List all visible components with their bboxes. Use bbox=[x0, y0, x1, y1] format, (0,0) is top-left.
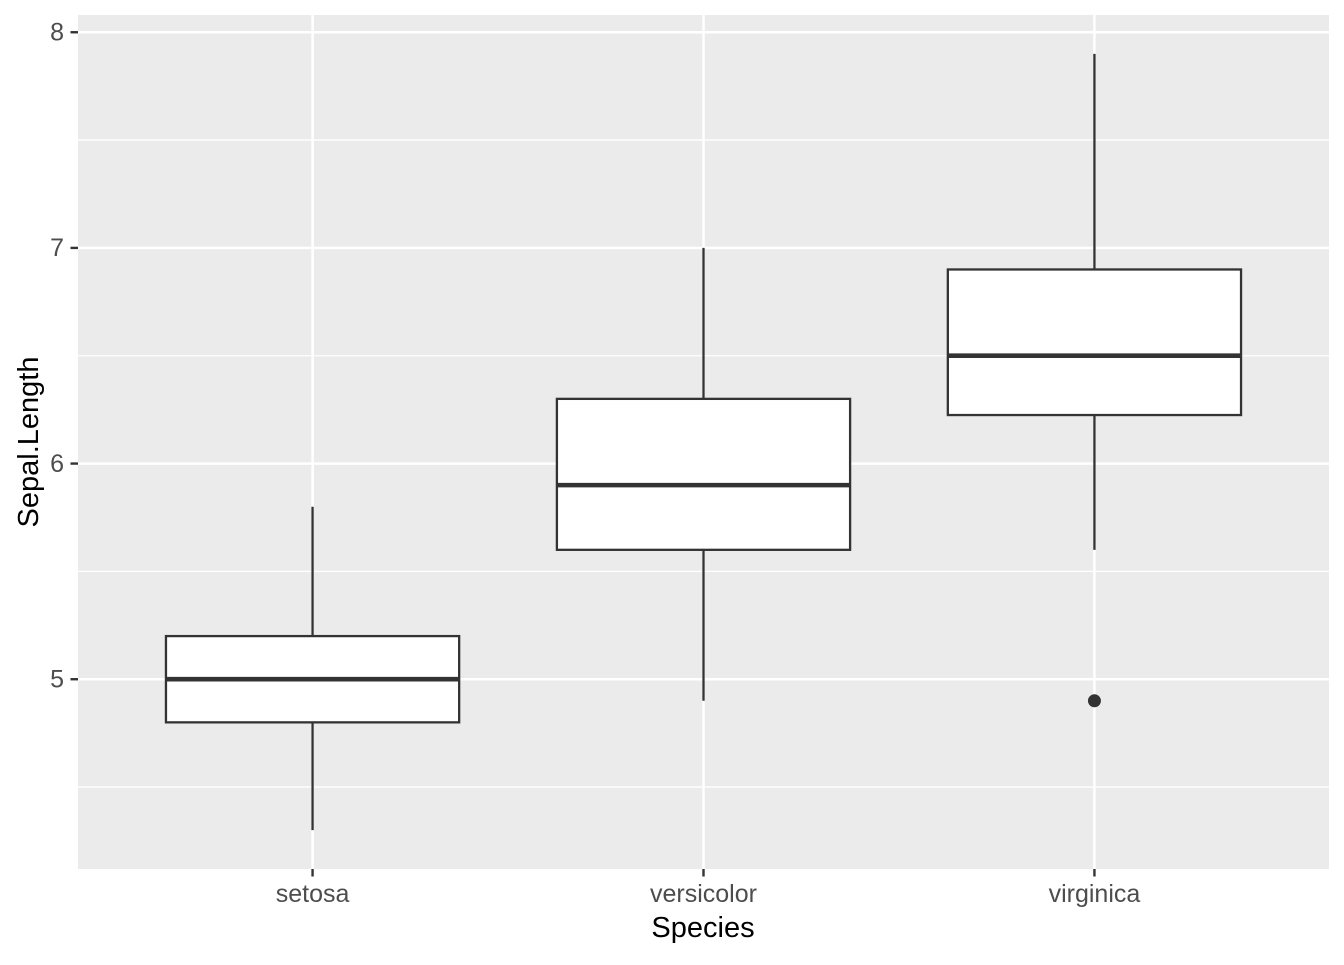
axes-layer: 5 6 7 8 setosa versicolor virginica bbox=[50, 19, 1140, 908]
y-tick-label: 7 bbox=[50, 234, 64, 262]
boxplot-virginica bbox=[946, 53, 1243, 708]
boxplot-versicolor bbox=[555, 247, 852, 701]
x-axis-title: Species bbox=[651, 912, 754, 944]
x-tick-label-versicolor: versicolor bbox=[650, 880, 757, 908]
y-tick-label: 5 bbox=[50, 665, 64, 693]
y-axis-title: Sepal.Length bbox=[13, 357, 45, 528]
boxplot-setosa bbox=[164, 506, 461, 831]
box-versicolor bbox=[555, 397, 852, 551]
box-virginica bbox=[946, 268, 1243, 417]
boxplots-layer bbox=[164, 53, 1243, 831]
x-tick-label-setosa: setosa bbox=[276, 880, 350, 908]
y-tick-label: 8 bbox=[50, 19, 64, 47]
outlier-point-virginica bbox=[1087, 694, 1101, 708]
x-tick-label-virginica: virginica bbox=[1049, 880, 1141, 908]
y-tick-label: 6 bbox=[50, 450, 64, 478]
